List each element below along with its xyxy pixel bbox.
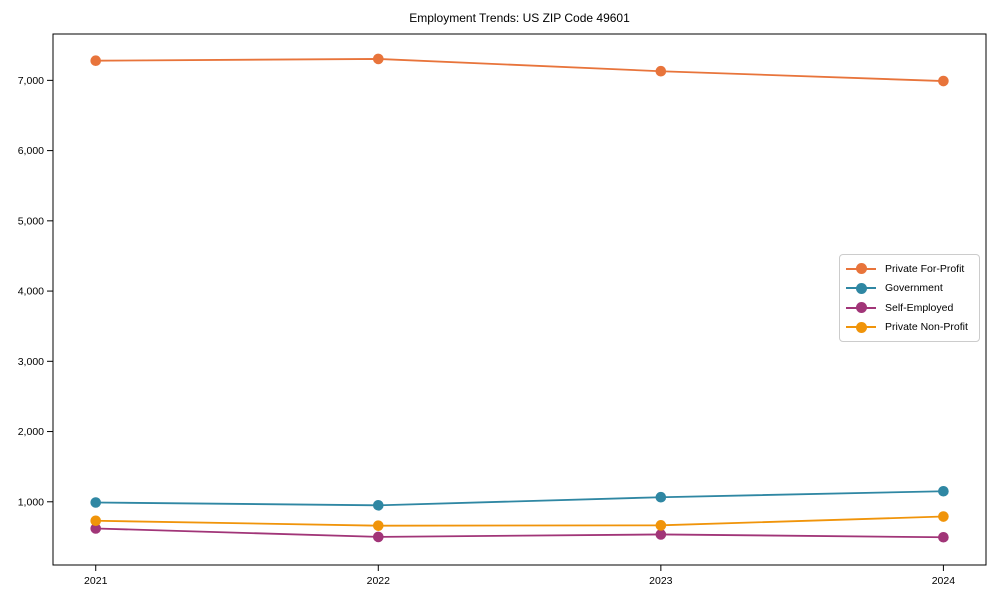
data-point-private-non-profit [938,511,949,522]
x-tick-label: 2021 [84,575,108,587]
y-tick-label: 1,000 [18,496,44,508]
x-tick-label: 2024 [932,575,956,587]
legend-label: Private For-Profit [885,262,965,275]
data-point-government [372,499,384,511]
chart-title: Employment Trends: US ZIP Code 49601 [409,11,630,25]
series-line-self-employed [95,527,944,539]
series-line-government [95,490,944,507]
legend-label: Private Non-Profit [885,321,968,334]
line-marker-icon [846,282,876,294]
data-point-government [90,497,102,508]
line-marker-icon [846,302,876,314]
y-tick-label: 3,000 [18,356,44,368]
data-point-government [938,485,949,497]
legend-label: Government [885,282,943,295]
x-tick-label: 2023 [649,575,673,587]
plot-frame [52,33,987,566]
line-marker-icon [846,263,876,275]
data-point-private-for-profit [938,75,949,87]
data-point-private-for-profit [372,53,384,65]
series-line-private-for-profit [95,58,944,82]
legend-entry-private-non-profit: Private Non-Profit [846,318,973,336]
legend-entry-private-for-profit: Private For-Profit [846,260,973,278]
data-point-private-non-profit [372,520,384,531]
y-tick-label: 4,000 [18,286,44,298]
line-marker-icon [846,321,876,333]
data-point-private-for-profit [90,55,102,66]
data-point-self-employed [90,523,102,534]
data-point-private-for-profit [655,65,667,77]
legend-entry-self-employed: Self-Employed [846,299,973,317]
legend-entry-government: Government [846,279,973,297]
legend: Private For-Profit Government Self-Emplo… [839,254,980,342]
x-tick-label: 2022 [367,575,391,587]
data-point-private-non-profit [655,520,667,531]
y-tick-label: 7,000 [18,75,44,87]
legend-label: Self-Employed [885,301,954,314]
y-tick-label: 2,000 [18,426,44,438]
data-point-government [655,491,667,503]
data-point-self-employed [938,531,949,543]
y-tick-label: 5,000 [18,215,44,227]
data-point-self-employed [655,529,667,540]
data-point-self-employed [372,531,384,543]
y-tick-label: 6,000 [18,145,44,157]
series-line-private-non-profit [95,515,944,527]
data-point-private-non-profit [90,515,102,527]
